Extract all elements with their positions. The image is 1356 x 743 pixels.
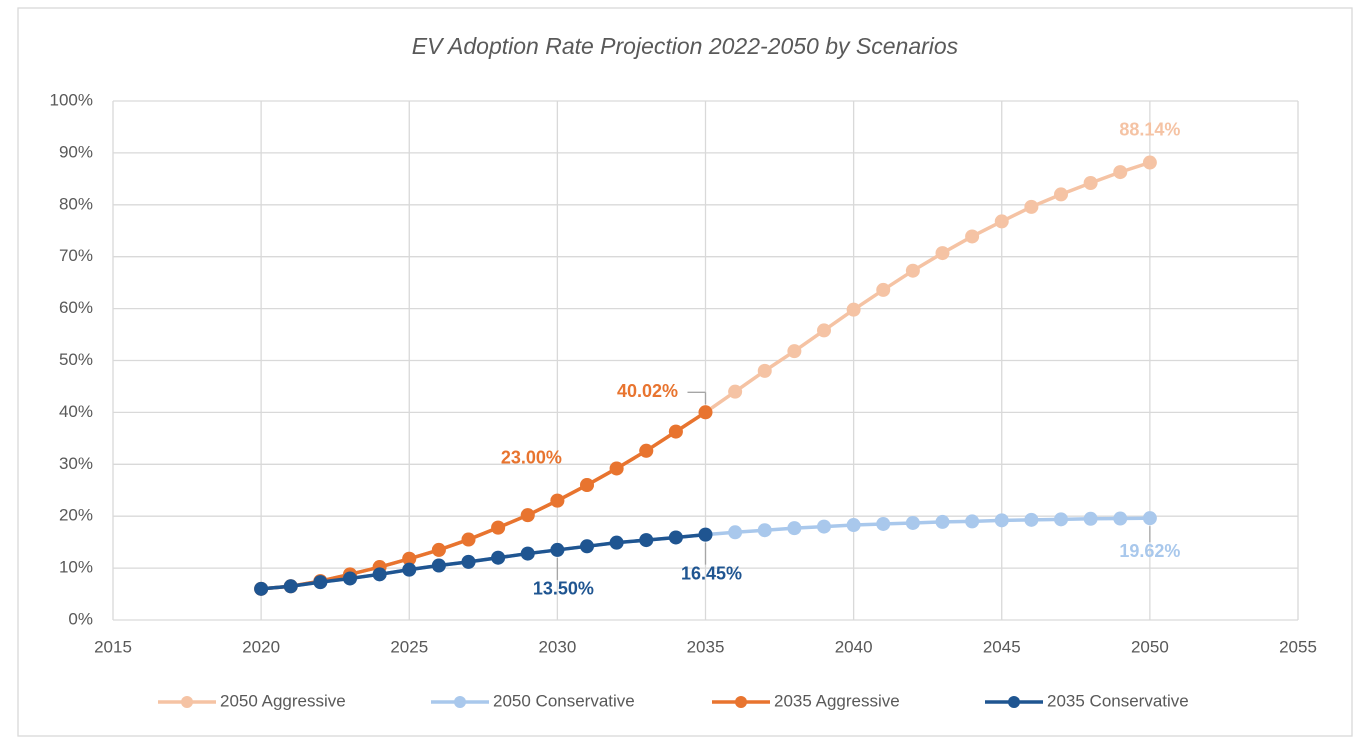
data-point xyxy=(431,558,446,573)
x-tick-label: 2040 xyxy=(835,637,873,656)
data-point xyxy=(965,514,980,529)
data-label: 16.45% xyxy=(681,563,742,583)
data-point xyxy=(935,246,950,261)
data-point xyxy=(402,562,417,577)
data-point xyxy=(787,521,802,536)
data-point xyxy=(698,405,713,420)
data-point xyxy=(905,515,920,530)
x-tick-label: 2030 xyxy=(538,637,576,656)
x-tick-label: 2015 xyxy=(94,637,132,656)
legend-marker xyxy=(181,696,193,708)
data-point xyxy=(550,493,565,508)
data-point xyxy=(520,508,535,523)
legend-marker xyxy=(735,696,747,708)
data-point xyxy=(817,323,831,338)
series-line xyxy=(260,410,707,591)
data-point xyxy=(1083,176,1098,191)
data-point xyxy=(461,554,476,569)
legend-label: 2050 Conservative xyxy=(493,691,635,710)
data-point xyxy=(402,551,417,566)
legend-marker xyxy=(454,696,466,708)
y-tick-label: 60% xyxy=(59,298,93,317)
data-point xyxy=(313,575,328,590)
data-point xyxy=(1142,155,1157,170)
y-tick-label: 0% xyxy=(68,609,93,628)
y-tick-label: 30% xyxy=(59,454,93,473)
data-point xyxy=(491,550,506,565)
data-point xyxy=(550,542,565,557)
y-tick-label: 40% xyxy=(59,402,93,421)
data-point xyxy=(254,581,269,596)
data-point xyxy=(846,302,861,317)
data-label: 88.14% xyxy=(1119,119,1180,139)
x-tick-label: 2055 xyxy=(1279,637,1317,656)
data-point xyxy=(639,533,654,548)
data-point xyxy=(372,567,387,582)
data-point xyxy=(668,530,683,545)
x-tick-label: 2050 xyxy=(1131,637,1169,656)
legend-label: 2035 Aggressive xyxy=(774,691,900,710)
data-point xyxy=(461,532,476,547)
data-point xyxy=(728,384,743,399)
data-label: 40.02% xyxy=(617,381,678,401)
data-point xyxy=(283,579,298,594)
y-tick-label: 10% xyxy=(59,558,93,577)
data-point xyxy=(609,535,624,550)
chart-frame xyxy=(17,7,1353,737)
data-label: 23.00% xyxy=(501,447,562,467)
y-tick-label: 100% xyxy=(50,90,93,109)
data-point xyxy=(520,546,535,561)
x-tick-label: 2020 xyxy=(242,637,280,656)
x-tick-label: 2045 xyxy=(983,637,1021,656)
series-line xyxy=(260,532,706,591)
data-point xyxy=(876,516,891,531)
data-point xyxy=(876,282,891,297)
y-tick-label: 70% xyxy=(59,246,93,265)
data-point xyxy=(343,571,357,586)
data-point xyxy=(698,527,713,542)
data-point xyxy=(431,542,446,557)
data-label: 13.50% xyxy=(533,579,594,599)
data-point xyxy=(1142,511,1157,526)
legend-label: 2035 Conservative xyxy=(1047,691,1189,710)
data-point xyxy=(965,229,980,244)
y-tick-label: 20% xyxy=(59,506,93,525)
data-point xyxy=(1054,512,1068,527)
data-point xyxy=(728,525,743,540)
legend-marker xyxy=(1008,696,1020,708)
chart-title: EV Adoption Rate Projection 2022-2050 by… xyxy=(412,33,959,59)
data-point xyxy=(1113,165,1128,180)
data-point xyxy=(994,513,1009,528)
x-tick-label: 2035 xyxy=(687,637,725,656)
y-tick-label: 90% xyxy=(59,142,93,161)
data-point xyxy=(994,214,1009,229)
data-point xyxy=(639,443,654,458)
data-point xyxy=(817,519,831,534)
x-tick-label: 2025 xyxy=(390,637,428,656)
data-point xyxy=(905,263,920,278)
data-point xyxy=(1024,512,1039,527)
data-label: 19.62% xyxy=(1119,541,1180,561)
data-point xyxy=(846,518,861,533)
data-point xyxy=(1024,199,1039,214)
y-tick-label: 50% xyxy=(59,350,93,369)
data-point xyxy=(757,523,772,538)
data-point xyxy=(1054,187,1068,202)
legend-label: 2050 Aggressive xyxy=(220,691,346,710)
data-point xyxy=(1113,511,1128,526)
data-point xyxy=(757,363,772,378)
data-point xyxy=(1083,511,1098,526)
data-point xyxy=(609,461,624,476)
data-point xyxy=(787,344,802,359)
data-point xyxy=(580,478,594,493)
y-tick-label: 80% xyxy=(59,194,93,213)
data-point xyxy=(491,520,506,535)
data-point xyxy=(668,424,683,439)
data-point xyxy=(935,514,950,529)
data-point xyxy=(580,539,594,554)
